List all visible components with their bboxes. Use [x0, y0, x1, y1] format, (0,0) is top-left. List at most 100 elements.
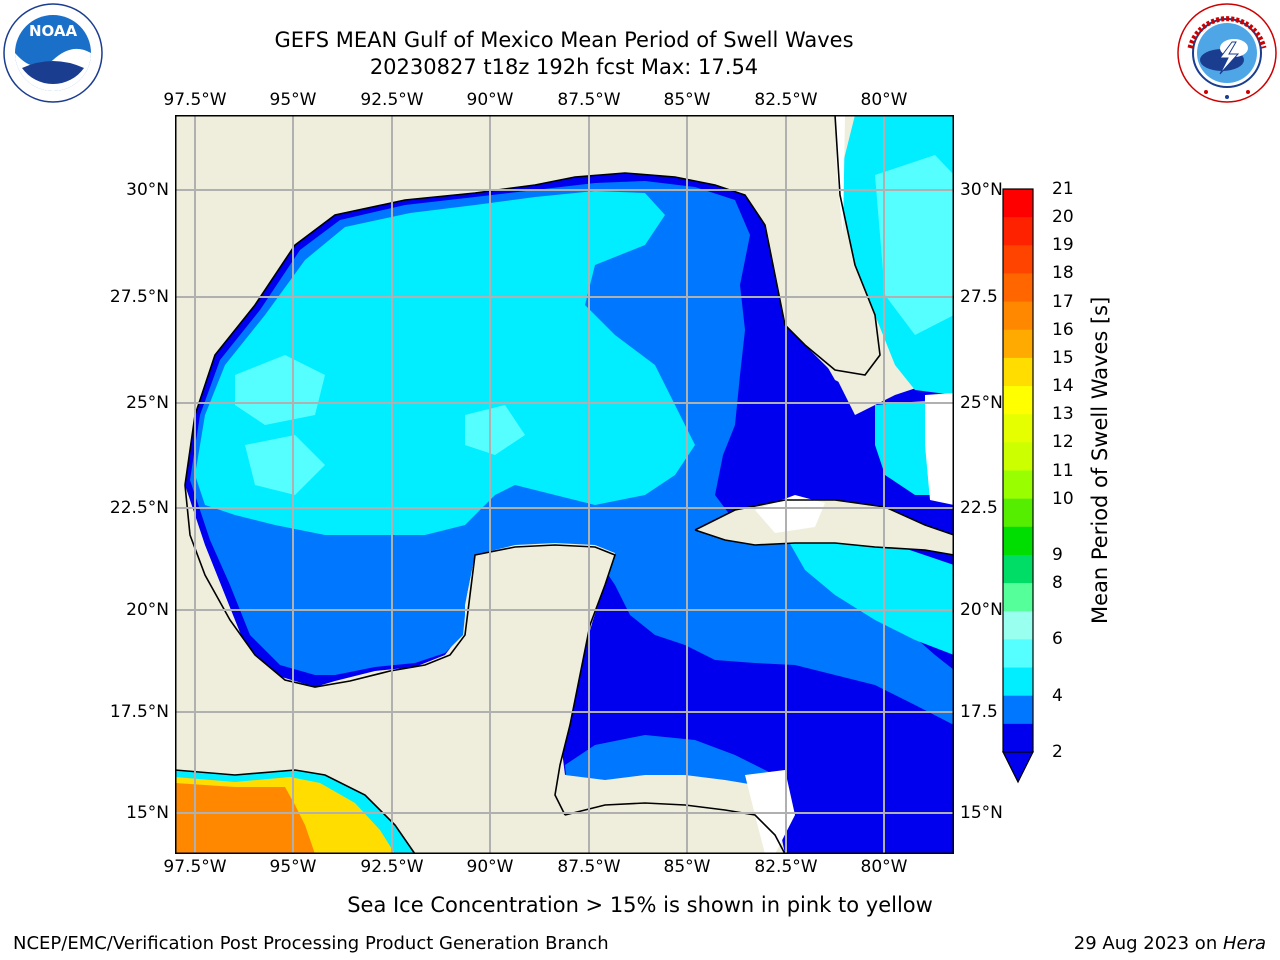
colorbar-extend-arrow [1002, 751, 1034, 784]
colorbar-segment [1003, 723, 1033, 753]
lat-tick-right-1: 30°N [960, 180, 1003, 200]
noaa-logo-text: NOAA [29, 22, 78, 40]
map-frame [175, 115, 954, 854]
coastline-pacific [175, 769, 416, 854]
colorbar-segment [1003, 583, 1033, 612]
lon-tick-top-3: 92.5°W [360, 90, 424, 110]
map-title: GEFS MEAN Gulf of Mexico Mean Period of … [274, 28, 854, 52]
lon-tick-bottom-3: 92.5°W [360, 857, 424, 877]
colorbar-tick-label: 8 [1052, 573, 1063, 594]
colorbar-segments [1003, 189, 1033, 753]
footer-machine: Hera [1222, 933, 1266, 954]
pacific-orange-region [175, 783, 315, 854]
colorbar-segment [1003, 386, 1033, 415]
colorbar-tick-label: 17 [1052, 291, 1074, 312]
lat-tick-right-3: 25°N [960, 393, 1003, 413]
colorbar-label: Mean Period of Swell Waves [s] [1088, 296, 1112, 624]
colorbar-tick-label: 15 [1052, 347, 1074, 368]
colorbar [1002, 188, 1034, 784]
lon-tick-bottom-1: 97.5°W [163, 857, 227, 877]
data-gap-coast-1 [755, 495, 825, 533]
colorbar-segment [1003, 470, 1033, 500]
colorbar-tick-label: 16 [1052, 319, 1074, 340]
colorbar-segment [1003, 554, 1033, 584]
colorbar-segment [1003, 667, 1033, 697]
colorbar-segment [1003, 245, 1033, 274]
nws-logo [1177, 3, 1277, 103]
gridlines [175, 115, 954, 854]
land-central-america [565, 775, 785, 854]
lat-tick-right-2: 27.5 [960, 287, 998, 307]
lon-tick-bottom-6: 85°W [663, 857, 711, 877]
colorbar-segment [1003, 273, 1033, 303]
land-mexico [175, 525, 765, 854]
colorbar-segment [1003, 695, 1033, 725]
ocean-light-caribbean [785, 530, 954, 655]
coastline-cuba [694, 499, 954, 556]
lon-tick-top-6: 85°W [663, 90, 711, 110]
lon-tick-top-1: 97.5°W [163, 90, 227, 110]
gulf-of-mexico-map [175, 115, 954, 854]
colorbar-tick-label: 21 [1052, 179, 1074, 199]
lat-tick-left-1: 30°N [126, 180, 169, 200]
data-gap-bahamas [925, 393, 954, 505]
lat-tick-left-5: 20°N [126, 600, 169, 620]
lat-tick-left-2: 27.5°N [109, 287, 169, 307]
lon-tick-top-2: 95°W [269, 90, 317, 110]
colorbar-segment [1003, 189, 1033, 218]
colorbar-segment [1003, 329, 1033, 359]
colorbar-segment [1003, 498, 1033, 528]
ocean-pale-patch-4 [465, 405, 525, 455]
lat-tick-right-4: 22.5 [960, 498, 998, 518]
ocean-pale-patch-2 [245, 435, 325, 495]
colorbar-tick-label: 6 [1052, 629, 1063, 650]
colorbar-tick-label: 11 [1052, 460, 1074, 481]
land-florida [735, 115, 880, 395]
colorbar-tick-label: 14 [1052, 376, 1074, 397]
colorbar-tick-label: 20 [1052, 207, 1074, 228]
lon-tick-bottom-7: 82.5°W [754, 857, 818, 877]
ocean-pale-patch-1 [235, 355, 325, 425]
ocean-light-region [195, 191, 695, 535]
colorbar-segment [1003, 301, 1033, 331]
lat-tick-right-7: 15°N [960, 803, 1003, 823]
land-yucatan [465, 543, 615, 755]
colorbar-segment [1003, 442, 1033, 471]
colorbar-segment [1003, 639, 1033, 669]
colorbar-tick-label: 2 [1052, 742, 1063, 762]
lon-tick-bottom-5: 87.5°W [557, 857, 621, 877]
coastline-mexico [184, 484, 616, 816]
colorbar-frame [1002, 188, 1034, 753]
lat-tick-left-3: 25°N [126, 393, 169, 413]
lon-tick-bottom-2: 95°W [269, 857, 317, 877]
land-us-coast [175, 115, 880, 495]
footer-organization: NCEP/EMC/Verification Post Processing Pr… [13, 933, 609, 954]
coastline-central-america [564, 802, 786, 854]
lon-tick-top-8: 80°W [860, 90, 908, 110]
lat-tick-right-5: 20°N [960, 600, 1003, 620]
colorbar-tick-label: 18 [1052, 263, 1074, 284]
lon-tick-top-5: 87.5°W [557, 90, 621, 110]
footer-timestamp: 29 Aug 2023 on Hera [1074, 933, 1266, 955]
colorbar-tick-label: 19 [1052, 235, 1074, 256]
coastline-us [184, 115, 881, 486]
colorbar-segment [1003, 611, 1033, 640]
colorbar-tick-label: 9 [1052, 544, 1063, 565]
colorbar-tick-label: 13 [1052, 404, 1074, 425]
lon-tick-top-7: 82.5°W [754, 90, 818, 110]
colorbar-tick-label: 10 [1052, 488, 1074, 509]
footer-date: 29 Aug 2023 on [1073, 933, 1223, 954]
lon-tick-bottom-4: 90°W [466, 857, 514, 877]
colorbar-segment [1003, 414, 1033, 443]
colorbar-tick-label: 12 [1052, 432, 1074, 453]
lat-tick-left-4: 22.5°N [109, 498, 169, 518]
lat-tick-right-6: 17.5 [960, 702, 998, 722]
map-subtitle: 20230827 t18z 192h fcst Max: 17.54 [369, 55, 759, 79]
lat-tick-left-7: 15°N [126, 803, 169, 823]
lat-tick-left-6: 17.5°N [109, 702, 169, 722]
colorbar-segment [1003, 217, 1033, 246]
lon-tick-bottom-8: 80°W [860, 857, 908, 877]
colorbar-segment [1003, 526, 1033, 556]
colorbar-tick-label: 4 [1052, 685, 1063, 706]
noaa-logo: NOAA [3, 3, 103, 103]
